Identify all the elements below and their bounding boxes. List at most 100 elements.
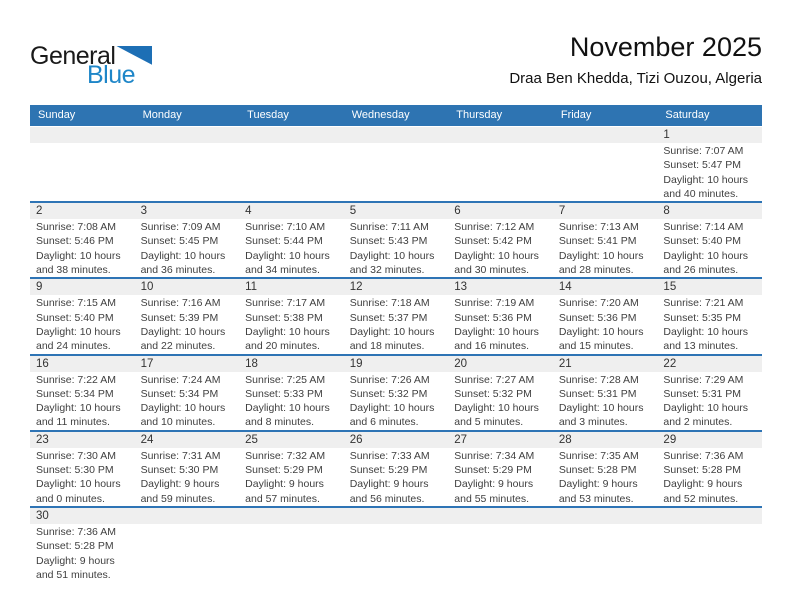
day-number: 21 (558, 357, 572, 370)
daylight-text: Daylight: 10 hours and 3 minutes. (558, 402, 644, 429)
day-number: 22 (663, 357, 677, 370)
day-number: 11 (245, 281, 258, 294)
sunset-text: Sunset: 5:35 PM (663, 311, 742, 324)
empty-day-number (344, 508, 449, 524)
day-cell: Sunrise: 7:07 AM Sunset: 5:47 PM Daylight:… (657, 143, 762, 201)
sunrise-text: Sunrise: 7:10 AM (245, 221, 326, 234)
day-number: 29 (663, 433, 677, 446)
empty-day-cell (239, 524, 344, 582)
daylight-text: Daylight: 9 hours and 51 minutes. (36, 554, 115, 581)
empty-day-number (448, 508, 553, 524)
daylight-text: Daylight: 9 hours and 57 minutes. (245, 478, 324, 505)
day-header-wednesday: Wednesday (351, 109, 410, 121)
daylight-text: Daylight: 9 hours and 55 minutes. (454, 478, 534, 505)
day-number: 27 (454, 433, 468, 446)
day-cell: Sunrise: 7:24 AM Sunset: 5:34 PM Daylight:… (135, 372, 240, 430)
day-number: 23 (36, 433, 49, 446)
sunset-text: Sunset: 5:29 PM (454, 464, 532, 477)
sunset-text: Sunset: 5:30 PM (140, 464, 219, 477)
title-block: November 2025 Draa Ben Khedda, Tizi Ouzo… (509, 31, 762, 87)
sunrise-text: Sunrise: 7:33 AM (349, 449, 430, 462)
day-cell: Sunrise: 7:22 AM Sunset: 5:34 PM Daylight:… (30, 372, 135, 430)
day-number: 30 (36, 509, 49, 522)
sunrise-text: Sunrise: 7:32 AM (245, 449, 326, 462)
day-number: 6 (454, 205, 461, 218)
general-blue-logo: General Blue (30, 44, 153, 88)
sunset-text: Sunset: 5:40 PM (36, 311, 114, 324)
week-row: 1 Sunrise: 7:07 AM Sunset: 5:47 PM Daylight… (30, 127, 762, 204)
sunset-text: Sunset: 5:43 PM (349, 235, 428, 248)
empty-day-cell (239, 143, 344, 201)
empty-day-number (239, 127, 344, 143)
daylight-text: Daylight: 10 hours and 28 minutes. (558, 249, 644, 277)
calendar-table: Sunday Monday Tuesday Wednesday Thursday Frid… (30, 105, 762, 582)
week-row: 23 24 25 26 27 28 29 Sunrise: 7:30 AM Sunset: 5:… (30, 431, 762, 508)
daylight-text: Daylight: 10 hours and 36 minutes. (140, 249, 226, 277)
daylight-text: Daylight: 10 hours and 34 minutes. (245, 249, 330, 277)
week-content: Sunrise: 7:15 AM Sunset: 5:40 PM Daylight:… (30, 295, 762, 353)
day-number: 24 (140, 433, 154, 446)
day-number: 14 (558, 281, 572, 294)
empty-day-cell (553, 524, 658, 582)
sunset-text: Sunset: 5:34 PM (140, 387, 219, 400)
day-number-strip: 30 (30, 507, 762, 524)
day-number: 20 (454, 357, 468, 370)
sunset-text: Sunset: 5:31 PM (663, 387, 742, 400)
sunset-text: Sunset: 5:44 PM (245, 235, 323, 248)
day-cell: Sunrise: 7:33 AM Sunset: 5:29 PM Daylight:… (344, 448, 449, 506)
sunrise-text: Sunrise: 7:35 AM (558, 449, 639, 462)
day-cell: Sunrise: 7:08 AM Sunset: 5:46 PM Daylight:… (30, 219, 135, 277)
week-row: 16 17 18 19 20 21 22 Sunrise: 7:22 AM Sunset: 5:… (30, 355, 762, 432)
sunset-text: Sunset: 5:42 PM (454, 235, 532, 248)
daylight-text: Daylight: 9 hours and 52 minutes. (663, 478, 743, 505)
empty-day-cell (448, 524, 553, 582)
week-row: 30 Sunrise: 7:36 AM Sunset: 5:28 PM Dayligh… (30, 507, 762, 582)
empty-day-cell (135, 524, 240, 582)
day-number-strip: 1 (30, 127, 762, 143)
day-cell: Sunrise: 7:11 AM Sunset: 5:43 PM Daylight:… (344, 219, 449, 277)
day-cell: Sunrise: 7:32 AM Sunset: 5:29 PM Daylight:… (239, 448, 344, 506)
daylight-text: Daylight: 9 hours and 53 minutes. (558, 478, 638, 505)
sunrise-text: Sunrise: 7:36 AM (663, 449, 744, 462)
day-cell: Sunrise: 7:20 AM Sunset: 5:36 PM Daylight:… (553, 295, 658, 353)
sunset-text: Sunset: 5:33 PM (245, 387, 323, 400)
week-content: Sunrise: 7:36 AM Sunset: 5:28 PM Daylight:… (30, 524, 762, 582)
empty-day-cell (135, 143, 240, 201)
day-number: 19 (349, 357, 363, 370)
sunrise-text: Sunrise: 7:20 AM (558, 297, 639, 310)
sunrise-text: Sunrise: 7:15 AM (36, 297, 116, 310)
empty-day-cell (657, 524, 762, 582)
day-cell: Sunrise: 7:35 AM Sunset: 5:28 PM Daylight:… (553, 448, 658, 506)
daylight-text: Daylight: 10 hours and 32 minutes. (349, 249, 435, 277)
sunset-text: Sunset: 5:28 PM (663, 464, 742, 477)
daylight-text: Daylight: 10 hours and 6 minutes. (349, 402, 435, 429)
sunset-text: Sunset: 5:47 PM (663, 159, 742, 172)
day-cell: Sunrise: 7:10 AM Sunset: 5:44 PM Daylight:… (239, 219, 344, 277)
daylight-text: Daylight: 10 hours and 13 minutes. (663, 325, 749, 353)
day-number: 15 (663, 281, 677, 294)
day-number: 4 (245, 205, 252, 218)
sunset-text: Sunset: 5:32 PM (349, 387, 428, 400)
sunrise-text: Sunrise: 7:25 AM (245, 373, 326, 386)
daylight-text: Daylight: 9 hours and 56 minutes. (349, 478, 429, 505)
sunset-text: Sunset: 5:46 PM (36, 235, 114, 248)
sunset-text: Sunset: 5:30 PM (36, 464, 114, 477)
sunset-text: Sunset: 5:31 PM (558, 387, 637, 400)
sunrise-text: Sunrise: 7:29 AM (663, 373, 744, 386)
daylight-text: Daylight: 9 hours and 59 minutes. (140, 478, 220, 505)
sunrise-text: Sunrise: 7:12 AM (454, 221, 535, 234)
sunrise-text: Sunrise: 7:07 AM (663, 145, 744, 157)
daylight-text: Daylight: 10 hours and 5 minutes. (454, 402, 539, 429)
sunrise-text: Sunrise: 7:08 AM (36, 221, 116, 234)
day-number-strip: 16 17 18 19 20 21 22 (30, 355, 762, 372)
day-cell: Sunrise: 7:13 AM Sunset: 5:41 PM Daylight:… (553, 219, 658, 277)
empty-day-number (239, 508, 344, 524)
sunrise-text: Sunrise: 7:19 AM (454, 297, 535, 310)
sunrise-text: Sunrise: 7:34 AM (454, 449, 535, 462)
sunset-text: Sunset: 5:37 PM (349, 311, 428, 324)
day-cell: Sunrise: 7:28 AM Sunset: 5:31 PM Daylight:… (553, 372, 658, 430)
day-cell: Sunrise: 7:15 AM Sunset: 5:40 PM Daylight:… (30, 295, 135, 353)
day-cell: Sunrise: 7:26 AM Sunset: 5:32 PM Daylight:… (344, 372, 449, 430)
day-cell: Sunrise: 7:09 AM Sunset: 5:45 PM Daylight:… (135, 219, 240, 277)
day-number: 9 (36, 281, 43, 294)
